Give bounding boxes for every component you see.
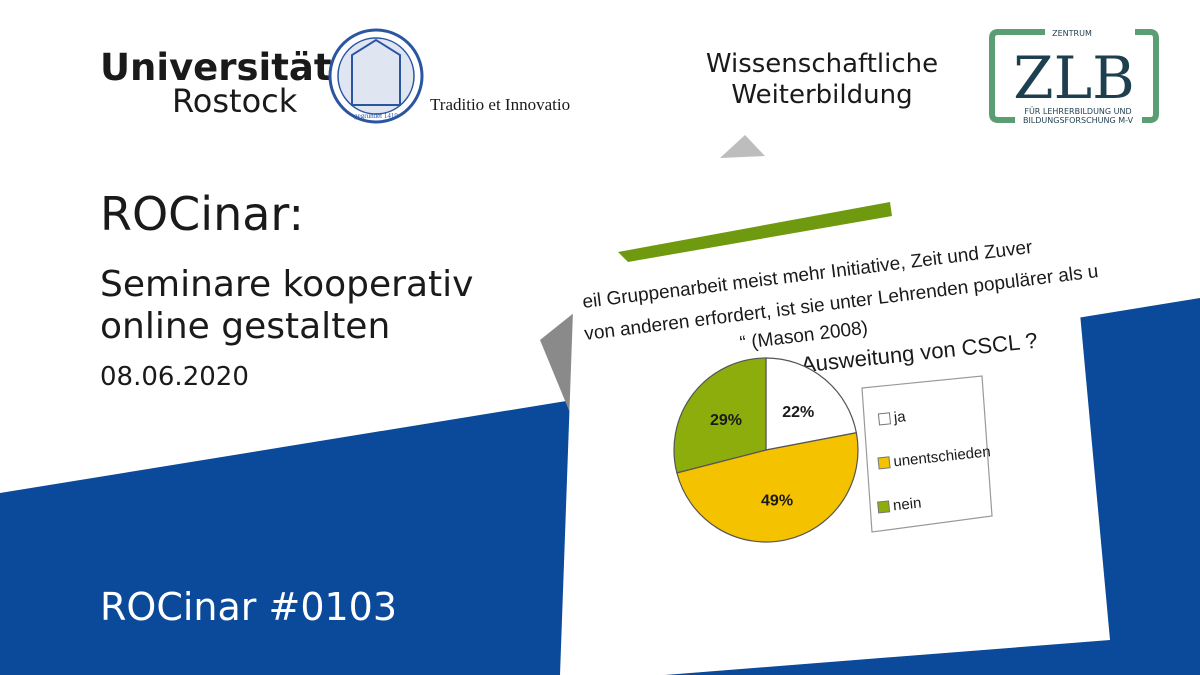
pie-slice	[765, 357, 858, 451]
seal: gegründet 1419	[328, 28, 424, 124]
slide-subtitle: Seminare kooperativ	[100, 264, 473, 305]
pie-slice	[673, 357, 767, 474]
slice-label: 22%	[782, 404, 814, 421]
legend-label: ja	[892, 408, 907, 426]
seal-text: gegründet 1419	[354, 112, 398, 120]
zlb-line: BILDUNGSFORSCHUNG M-V	[1023, 116, 1134, 125]
zlb-name: ZLB	[1013, 44, 1134, 112]
legend-entry: nein	[877, 495, 922, 515]
green-bar	[618, 202, 892, 262]
zlb-logo: ZENTRUM ZLB FÜR LEHRERBILDUNG UND BILDUN…	[989, 29, 1159, 125]
zlb-top: ZENTRUM	[1052, 29, 1092, 38]
city-name: Rostock	[172, 82, 298, 120]
slice-label: 29%	[710, 412, 742, 429]
slide-date: 08.06.2020	[100, 362, 249, 392]
university-name: Universität	[100, 46, 332, 89]
slide-title: ROCinar:	[100, 187, 304, 241]
legend-swatch	[877, 456, 891, 470]
legend-swatch	[877, 500, 891, 514]
slide-subtitle: online gestalten	[100, 306, 390, 347]
legend-box	[861, 375, 993, 533]
motto: Traditio et Innovatio	[430, 95, 570, 114]
image-shadow-top	[720, 135, 765, 158]
episode: ROCinar #0103	[100, 585, 397, 629]
legend-label: nein	[892, 495, 922, 515]
legend-entry: ja	[877, 408, 907, 426]
zlb-line: FÜR LEHRERBILDUNG UND	[1024, 106, 1131, 116]
legend-swatch	[877, 412, 892, 426]
department-line: Weiterbildung	[731, 80, 912, 110]
pie-slice	[676, 432, 859, 543]
pie-chart: Ausweitung von CSCL ? 22%49%29% jaunentsc…	[673, 328, 1039, 543]
department-line: Wissenschaftliche	[706, 49, 938, 79]
slice-label: 49%	[761, 492, 793, 509]
